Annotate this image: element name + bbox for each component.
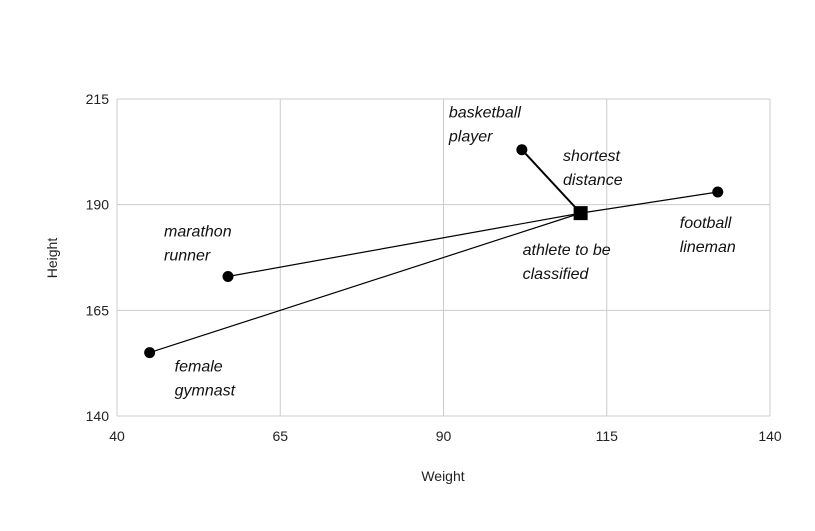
point-label: gymnast: [175, 383, 236, 400]
target-label: athlete to be: [523, 242, 611, 259]
grid: [116, 98, 771, 417]
data-point: [516, 144, 528, 156]
x-tick-label: 40: [109, 428, 125, 444]
tick-labels: 40 65 90 115 140 140 165 190 215: [86, 91, 782, 444]
x-tick-label: 115: [596, 428, 619, 444]
target-label: classified: [523, 266, 590, 283]
y-tick-label: 165: [86, 302, 110, 318]
point-label: marathon: [164, 224, 232, 241]
data-point: [144, 347, 156, 359]
point-label: runner: [164, 248, 211, 265]
data-point: [712, 186, 724, 198]
data-point: [222, 271, 234, 283]
point-label: lineman: [680, 239, 736, 256]
y-tick-label: 190: [86, 197, 110, 213]
distance-line: [227, 212, 581, 278]
shortest-distance-line: [521, 149, 582, 214]
point-label: football: [680, 215, 732, 232]
point-labels: basketball player football lineman marathon r…: [164, 105, 736, 400]
data-points: [144, 144, 724, 359]
x-tick-label: 90: [436, 428, 452, 444]
point-label: female: [175, 359, 223, 376]
distance-line: [149, 212, 581, 354]
y-axis-label: Height: [44, 238, 60, 279]
y-tick-label: 140: [86, 408, 110, 424]
y-tick-label: 215: [86, 91, 110, 107]
distance-line: [580, 191, 718, 214]
x-tick-label: 140: [758, 428, 782, 444]
target-point: [573, 206, 588, 221]
x-axis-label: Weight: [421, 468, 464, 484]
point-label: player: [448, 129, 493, 146]
distance-lines: [149, 149, 718, 354]
shortest-distance-annotation: distance: [563, 172, 623, 189]
x-tick-label: 65: [272, 428, 288, 444]
point-label: basketball: [449, 105, 521, 122]
shortest-distance-annotation: shortest: [563, 148, 620, 165]
